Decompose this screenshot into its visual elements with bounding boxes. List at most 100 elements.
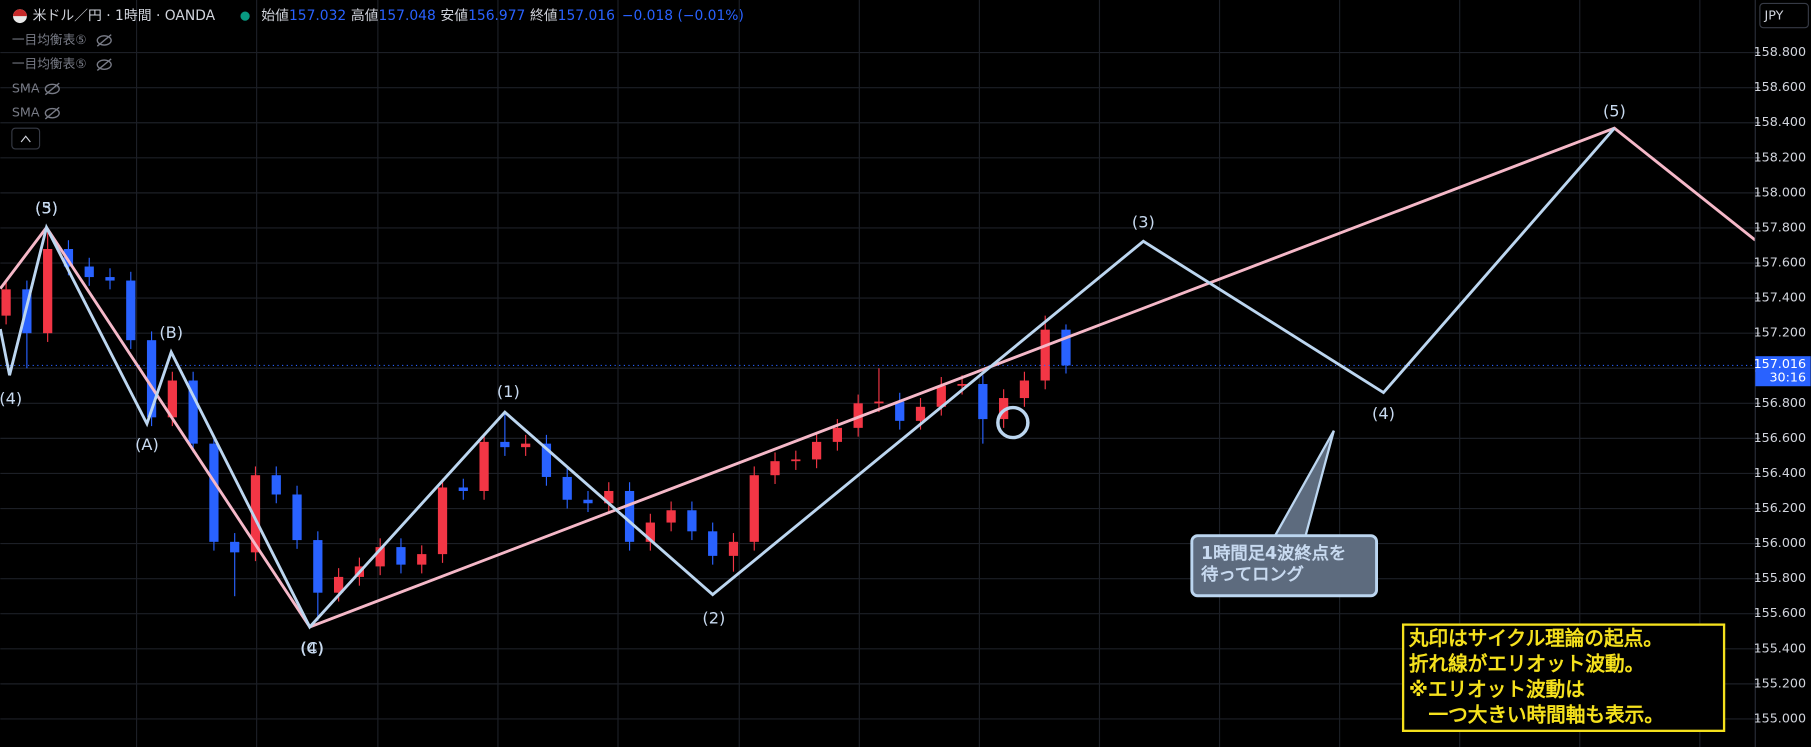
callout-text: 待ってロング — [1201, 564, 1305, 585]
candle-body — [708, 531, 718, 556]
y-tick-label: 158.800 — [1754, 44, 1806, 59]
candle-body — [791, 459, 801, 462]
indicator[interactable]: 一目均衡表⑤ — [12, 56, 87, 71]
wave-label: (B) — [159, 323, 183, 342]
y-tick-label: 158.200 — [1754, 149, 1806, 164]
candle-body — [541, 443, 552, 477]
candle-body — [895, 401, 905, 421]
note-text: ※エリオット波動は — [1409, 678, 1585, 701]
wave-label: (4) — [301, 638, 324, 657]
candle-body — [853, 403, 863, 428]
candle-body — [250, 475, 261, 553]
candle-body — [167, 380, 177, 418]
candle-body — [63, 249, 74, 267]
value: 157.048 — [379, 8, 436, 24]
candle-body — [749, 475, 759, 542]
wave-label: (1) — [497, 382, 520, 401]
candle-body — [396, 547, 406, 565]
wave-label: (C) — [300, 638, 324, 657]
blue-wave — [0, 127, 1616, 630]
candle-body — [936, 385, 946, 407]
candle-body — [1061, 329, 1071, 366]
wave-label: (4) — [0, 389, 22, 408]
flag-icon — [13, 9, 27, 17]
candle-body — [230, 541, 240, 553]
candle-body — [1040, 329, 1050, 381]
cycle-circle — [996, 405, 1030, 440]
y-tick-label: 157.400 — [1754, 290, 1806, 305]
y-tick-label: 156.200 — [1754, 500, 1806, 515]
candle-body — [957, 384, 967, 386]
y-tick-label: 155.400 — [1754, 640, 1806, 655]
y-tick-label: 156.600 — [1754, 430, 1806, 445]
candle-body — [43, 249, 53, 334]
label: 始値 — [261, 8, 289, 24]
candle-body — [604, 490, 614, 504]
collapse-icon — [20, 135, 31, 143]
y-tick-label: 158.000 — [1754, 184, 1806, 199]
y-tick-label: 155.000 — [1754, 710, 1806, 725]
y-tick-label: 157.800 — [1754, 219, 1806, 234]
note-text: 一つ大きい時間軸も表示。 — [1409, 703, 1664, 726]
indicator[interactable]: SMA — [12, 105, 40, 120]
candle-body — [146, 340, 157, 418]
note-box — [1401, 623, 1726, 732]
candle-body — [1, 289, 11, 316]
candle-body — [832, 427, 842, 442]
y-tick-label: 158.400 — [1754, 114, 1806, 129]
symbol: 米ドル／円 · 1時間 · OANDA — [33, 8, 216, 24]
wave-label: (2) — [702, 608, 725, 627]
candle-body — [1019, 380, 1030, 399]
ohlc: 始値157.032 高値157.048 安値156.977 終値157.016 −0.0… — [261, 7, 744, 24]
y-tick-label: 155.600 — [1754, 605, 1806, 620]
y-tick-label: 157.200 — [1754, 325, 1806, 340]
collapse-button[interactable] — [11, 127, 41, 150]
value: 157.016 — [558, 8, 615, 24]
indicator[interactable]: 一目均衡表⑤ — [12, 32, 87, 47]
value: 156.977 — [468, 8, 525, 24]
last-price: 157.016 — [1754, 356, 1806, 371]
currency-button[interactable] — [1759, 2, 1809, 29]
wave-label: (5) — [35, 198, 58, 217]
wave-label: (5) — [1603, 101, 1626, 120]
y-tick-label: 156.400 — [1754, 465, 1806, 480]
candle-body — [521, 443, 531, 448]
countdown: 30:16 — [1769, 370, 1806, 385]
candle-body — [292, 494, 302, 541]
status-dot — [240, 11, 250, 21]
label: 高値 — [351, 7, 379, 24]
last-price-tag — [1755, 356, 1811, 387]
wave-label: (A) — [135, 435, 159, 454]
candle-body — [188, 380, 198, 444]
hide-icons — [44, 34, 112, 120]
y-tick-label: 155.800 — [1754, 570, 1806, 585]
y-tick-label: 155.200 — [1754, 675, 1806, 690]
candle-body — [978, 384, 988, 420]
candle-body — [770, 461, 780, 476]
wave-label: (4) — [1372, 404, 1395, 423]
vertical-grid — [135, 0, 1701, 747]
tick-labels: 158.800 158.600 158.400 158.200 158.000 157.8… — [1754, 44, 1811, 725]
candle-body — [126, 280, 136, 341]
indicator[interactable]: SMA — [12, 80, 40, 95]
candle-body — [333, 576, 344, 593]
candle-body — [313, 540, 323, 593]
candle-body — [105, 277, 115, 281]
label: 安値 — [440, 8, 468, 24]
candle-body — [874, 401, 884, 404]
candles — [1, 227, 1071, 621]
candle-body — [687, 510, 697, 532]
currency: JPY — [1763, 8, 1783, 23]
wave-label: (3) — [35, 198, 58, 217]
y-tick-label: 156.000 — [1754, 535, 1806, 550]
candle-body — [562, 476, 572, 500]
value: 157.032 — [289, 8, 346, 24]
candle-body — [209, 443, 219, 542]
label: 終値 — [530, 8, 558, 24]
candle-body — [458, 487, 468, 491]
candle-body — [645, 522, 655, 542]
y-tick-label: 157.600 — [1754, 255, 1806, 270]
